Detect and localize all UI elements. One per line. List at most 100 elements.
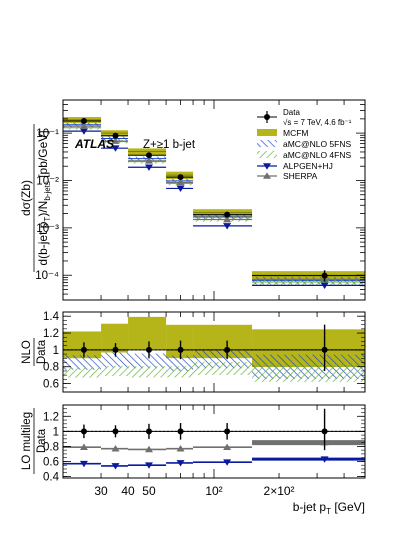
nlo-mcfm-band <box>166 324 194 359</box>
main-frame <box>62 99 366 301</box>
nlo-data-point <box>145 346 152 353</box>
nlo-mcfm-band <box>63 331 102 359</box>
sherpa-marker <box>223 215 232 223</box>
legend-amc5-label: aMC@NLO 5FNS <box>283 139 351 149</box>
data-point <box>177 174 184 181</box>
lo-data-point <box>112 428 119 435</box>
nlo-mcfm-band <box>128 316 167 350</box>
lo-ratio-panel: 0.4 0.6 0.8 1 1.2 LO multileg Data 30 40 50 10²… <box>21 404 366 516</box>
legend-amc4-swatch <box>257 151 277 158</box>
x-tick-label: 2×10² <box>264 484 295 498</box>
nlo-y-tick-label: 1 <box>53 345 59 357</box>
lo-sherpa-marker <box>111 445 120 452</box>
lo-sherpa-marker <box>144 445 153 453</box>
data-point <box>112 132 119 139</box>
nlo-data-point <box>80 346 87 353</box>
data-point <box>321 272 328 279</box>
alpgen-marker <box>223 223 232 230</box>
main-y-axis-label: dσ(Zb) d(b-jet pT)/Nb-jets [pb/GeV] <box>19 124 52 272</box>
nlo-y-tick-label: 1.4 <box>43 311 60 323</box>
lo-alpgen-marker <box>176 460 185 467</box>
data-point <box>224 211 231 218</box>
lo-alpgen-marker <box>79 460 88 468</box>
x-tick-label: 50 <box>142 484 156 498</box>
x-tick-label: 30 <box>94 484 108 498</box>
legend-amc4-label: aMC@NLO 4FNS <box>283 150 351 160</box>
nlo-y-tick-label: 0.6 <box>43 379 59 391</box>
nlo-amc4-band <box>166 366 194 378</box>
main-y-tick-label: 10⁻³ <box>36 223 59 235</box>
lo-alpgen-marker <box>144 462 153 469</box>
lo-sherpa-marker <box>176 445 185 452</box>
main-y-tick-label: 10⁻⁴ <box>35 270 59 282</box>
lo-y-tick-label: 0.6 <box>43 456 59 468</box>
lo-y-tick-label: 1 <box>53 426 59 438</box>
nlo-data-point <box>321 346 328 353</box>
nlo-data-point <box>224 346 231 353</box>
nlo-ratio-panel: 0.6 0.8 1 1.2 1.4 NLO Data <box>21 311 366 393</box>
nlo-data-point <box>177 346 184 353</box>
nlo-y-tick-label: 1.2 <box>43 328 59 340</box>
legend-data-label: Data <box>283 108 300 117</box>
legend-alpgen-label: ALPGEN+HJ <box>283 161 333 171</box>
alpgen-marker <box>79 128 88 135</box>
lo-alpgen-marker <box>320 456 329 463</box>
legend-data-marker <box>264 114 270 120</box>
legend-sherpa-label: SHERPA <box>283 171 318 181</box>
nlo-ylabel-den: Data <box>36 339 48 364</box>
legend-sherpa-marker <box>263 172 271 179</box>
main-y-tick-label: 10⁻² <box>36 175 59 187</box>
atlas-label: ATLAS <box>74 137 114 151</box>
nlo-amc4-band <box>63 367 102 378</box>
alpgen-marker <box>111 145 120 152</box>
nlo-data-point <box>112 346 119 353</box>
lo-data-point <box>321 428 328 435</box>
legend-mcfm-label: MCFM <box>283 128 309 138</box>
lo-sherpa-marker <box>223 443 232 450</box>
main-y-tick-label: 10⁻¹ <box>36 128 59 140</box>
lo-data-point <box>145 428 152 435</box>
nlo-y-axis-label: NLO Data <box>21 338 48 366</box>
nlo-amc4-band <box>128 366 167 378</box>
lo-y-tick-label: 0.8 <box>43 441 59 453</box>
nlo-ylabel-num: NLO <box>21 340 33 364</box>
x-tick-label: 10² <box>205 484 222 498</box>
alpgen-marker <box>176 185 185 193</box>
sherpa-marker <box>79 122 88 129</box>
nlo-amc5-band <box>63 355 102 370</box>
svg-text:d(b-jet pT)/Nb-jets [pb/GeV]: d(b-jet pT)/Nb-jets [pb/GeV] <box>36 130 52 265</box>
lo-y-tick-label: 0.4 <box>43 471 60 483</box>
alpgen-marker <box>144 164 153 171</box>
lo-y-tick-label: 1.2 <box>43 411 59 423</box>
lo-data-point <box>80 428 87 435</box>
chart-title: Z+≥1 b-jet <box>143 139 196 151</box>
lo-data-point <box>177 428 184 435</box>
nlo-y-tick-label: 0.8 <box>43 362 59 374</box>
lo-ylabel-num: LO multileg <box>21 412 33 470</box>
nlo-amc4-band <box>252 363 365 382</box>
nlo-amc5-band <box>128 353 167 369</box>
legend-amc5-swatch <box>257 140 277 147</box>
svg-text:dσ(Zb): dσ(Zb) <box>19 180 33 216</box>
x-tick-label: 40 <box>121 484 135 498</box>
lo-y-axis-label: LO multileg Data <box>21 408 48 474</box>
nlo-amc5-band <box>101 352 129 368</box>
lo-sherpa-marker <box>79 443 88 450</box>
legend-data-sub: √s = 7 TeV, 4.6 fb⁻¹ <box>283 118 352 127</box>
nlo-amc4-band <box>193 361 253 375</box>
x-axis-label: b-jet pT [GeV] <box>293 500 365 516</box>
lo-alpgen-marker <box>223 459 232 466</box>
sherpa-marker <box>111 137 120 144</box>
sherpa-marker <box>176 178 185 186</box>
legend-mcfm-swatch <box>257 129 277 136</box>
lo-alpgen-marker <box>111 463 120 470</box>
main-panel: 10⁻¹ 10⁻² 10⁻³ 10⁻⁴ ATLAS Z+≥1 b-jet dσ(Zb)… <box>19 99 366 301</box>
data-point <box>145 152 152 159</box>
nlo-amc4-band <box>101 365 129 376</box>
sherpa-marker <box>144 157 153 164</box>
legend-alpgen-marker <box>263 163 271 170</box>
lo-ylabel-den: Data <box>36 428 48 453</box>
data-point <box>80 118 87 125</box>
